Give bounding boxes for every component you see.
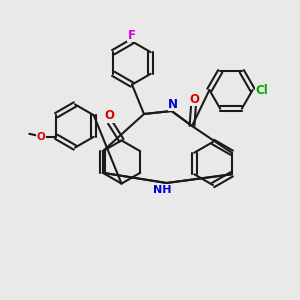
Text: F: F <box>128 29 136 42</box>
Text: Cl: Cl <box>255 83 268 97</box>
Text: O: O <box>104 109 115 122</box>
Text: O: O <box>37 132 46 142</box>
Text: N: N <box>168 98 178 111</box>
Text: O: O <box>189 92 199 106</box>
Text: NH: NH <box>153 184 171 195</box>
